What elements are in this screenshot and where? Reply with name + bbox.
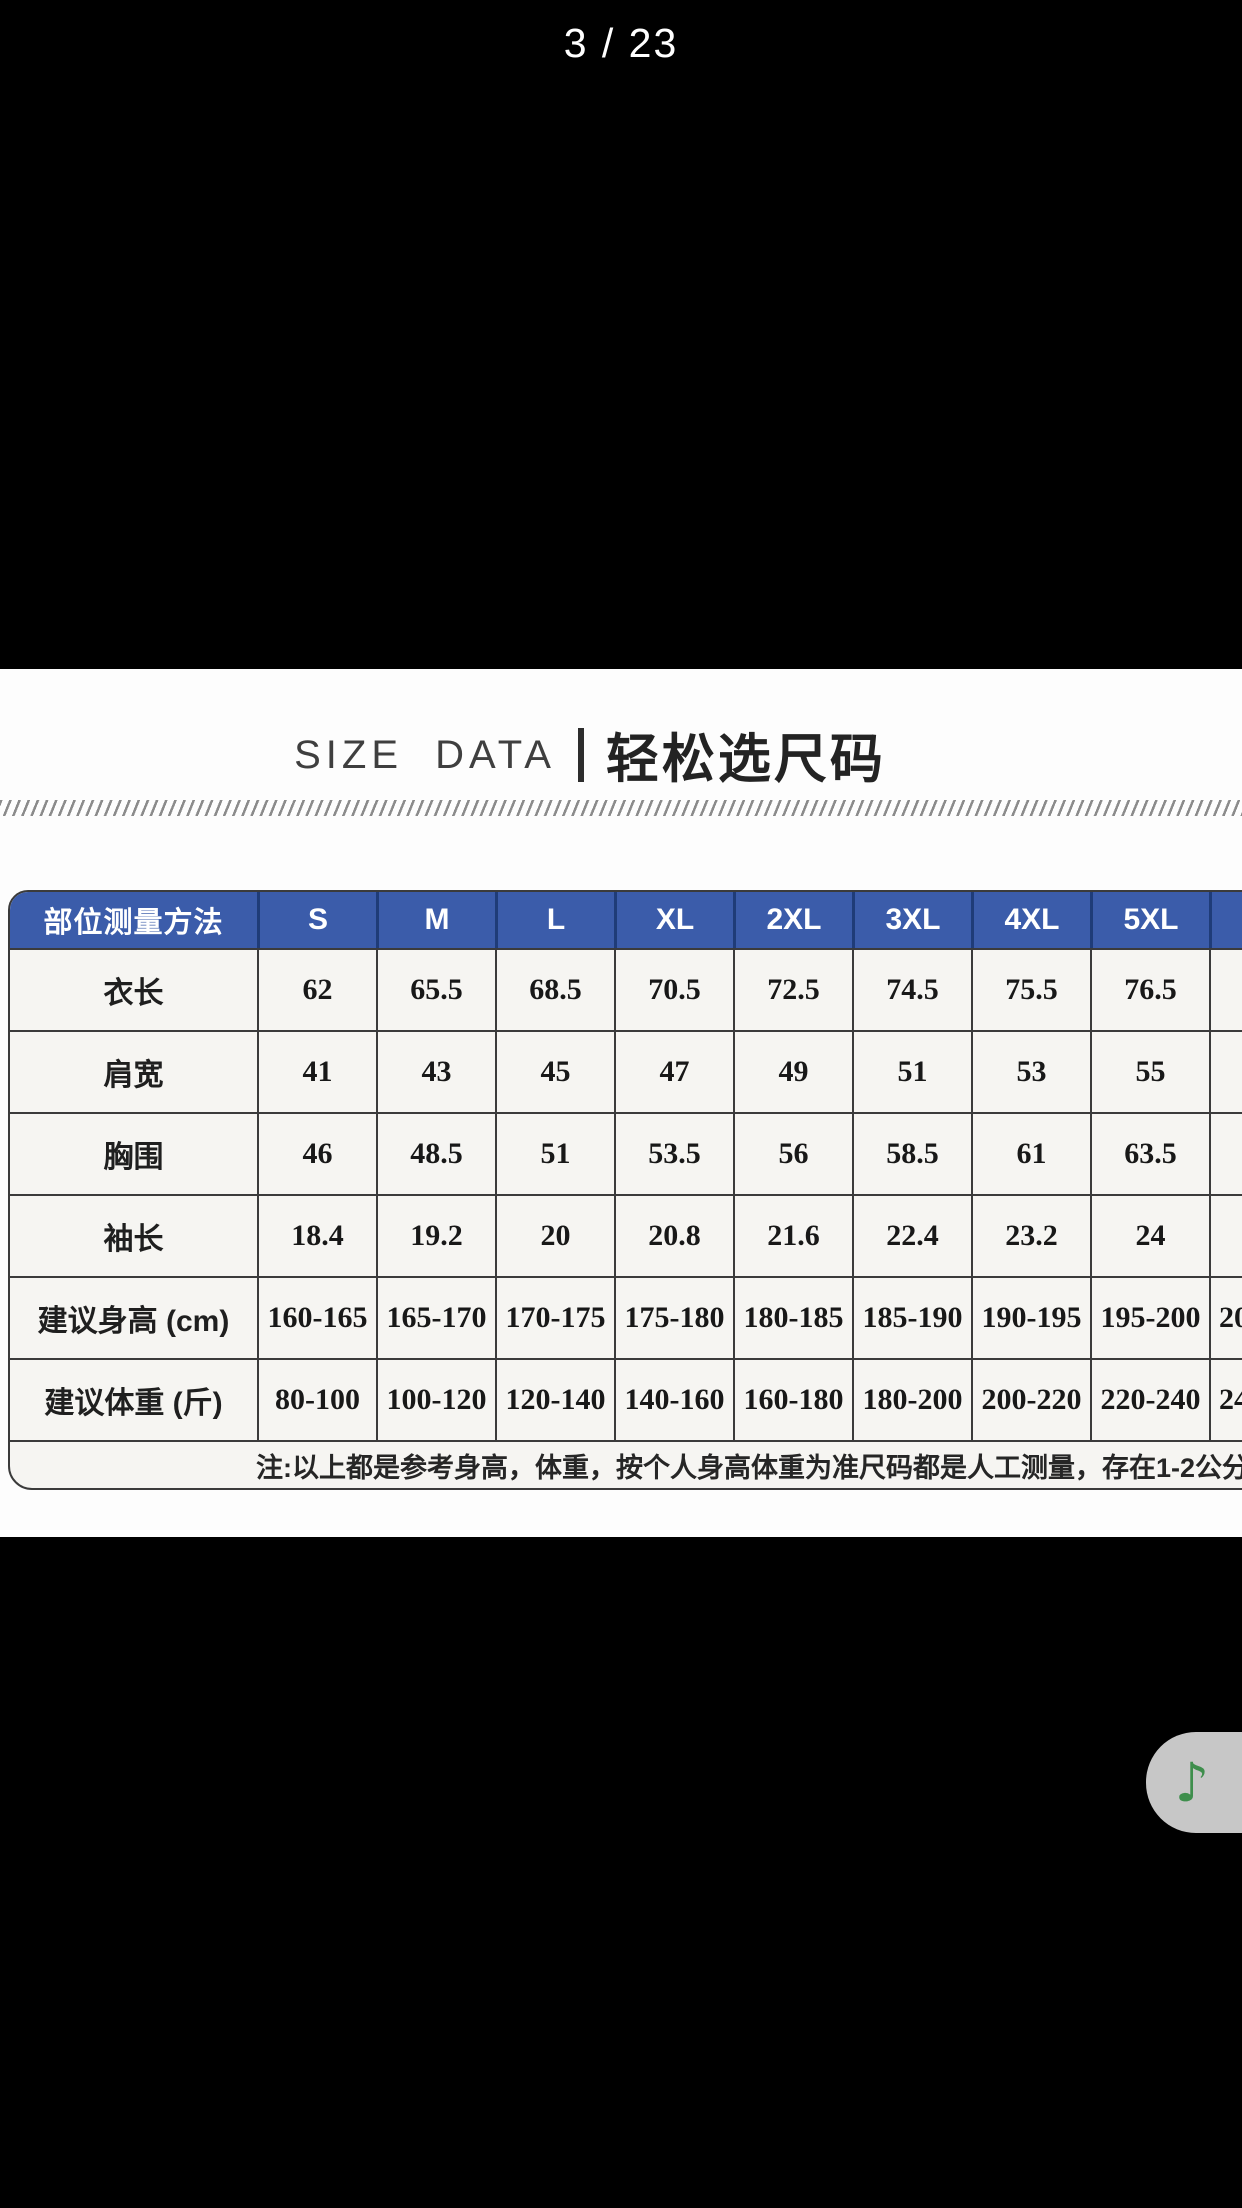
cell: 20.8: [614, 1196, 733, 1276]
cell: 140-160: [614, 1360, 733, 1440]
header-cell: XL: [614, 892, 733, 948]
music-note-icon: ♪: [1174, 1750, 1210, 1814]
cell: 53: [971, 1032, 1090, 1112]
cell: 175-180: [614, 1278, 733, 1358]
row-label: 建议身高 (cm): [37, 1305, 230, 1338]
hatch-divider: [0, 800, 1242, 816]
cell: 68.5: [495, 950, 614, 1030]
header-cell: L: [495, 892, 614, 948]
header-cell: 部位测量方法: [43, 907, 224, 939]
table-row: 建议体重 (斤) 80-100 100-120 120-140 140-160 …: [10, 1358, 1242, 1440]
header-cell: 5XL: [1090, 892, 1209, 948]
size-chart-image: SIZE DATA 轻松选尺码 部位测量方法 S M L XL 2XL 3XL …: [0, 669, 1242, 1537]
cell: 170-175: [495, 1278, 614, 1358]
cell: 70.5: [614, 950, 733, 1030]
cell: 76.5: [1090, 950, 1209, 1030]
cell: 43: [376, 1032, 495, 1112]
row-label: 建议体重 (斤): [44, 1387, 223, 1420]
cell: 190-195: [971, 1278, 1090, 1358]
table-row: 肩宽 41 43 45 47 49 51 53 55: [10, 1030, 1242, 1112]
cell: 160-165: [257, 1278, 376, 1358]
cell-cutoff: [1209, 1032, 1242, 1112]
table-row: 建议身高 (cm) 160-165 165-170 170-175 175-18…: [10, 1276, 1242, 1358]
title-zh: 轻松选尺码: [605, 730, 886, 789]
cell: 53.5: [614, 1114, 733, 1194]
header-cell: M: [376, 892, 495, 948]
cell: 48.5: [376, 1114, 495, 1194]
cell-cutoff: [1209, 1196, 1242, 1276]
cell-cutoff: 20: [1209, 1278, 1242, 1358]
row-label: 胸围: [103, 1141, 164, 1174]
table-row: 胸围 46 48.5 51 53.5 56 58.5 61 63.5: [10, 1112, 1242, 1194]
cell-cutoff: [1209, 1114, 1242, 1194]
cell: 46: [257, 1114, 376, 1194]
cell: 75.5: [971, 950, 1090, 1030]
cell: 24: [1090, 1196, 1209, 1276]
cell: 63.5: [1090, 1114, 1209, 1194]
cell: 23.2: [971, 1196, 1090, 1276]
cell: 47: [614, 1032, 733, 1112]
cell: 19.2: [376, 1196, 495, 1276]
row-label: 袖长: [103, 1223, 164, 1256]
cell: 165-170: [376, 1278, 495, 1358]
size-section-title: SIZE DATA 轻松选尺码: [0, 717, 1180, 793]
cell-cutoff: 24: [1209, 1360, 1242, 1440]
table-footnote: 注:以上都是参考身高，体重，按个人身高体重为准尺码都是人工测量，存在1-2公分的…: [10, 1440, 1242, 1488]
cell: 62: [257, 950, 376, 1030]
cell: 185-190: [852, 1278, 971, 1358]
table-row: 衣长 62 65.5 68.5 70.5 72.5 74.5 75.5 76.5: [10, 948, 1242, 1030]
cell: 55: [1090, 1032, 1209, 1112]
cell: 21.6: [733, 1196, 852, 1276]
cell: 74.5: [852, 950, 971, 1030]
music-button[interactable]: ♪: [1146, 1732, 1242, 1833]
cell: 61: [971, 1114, 1090, 1194]
cell: 195-200: [1090, 1278, 1209, 1358]
cell: 49: [733, 1032, 852, 1112]
title-en: SIZE DATA: [294, 732, 556, 777]
row-label: 肩宽: [103, 1059, 164, 1092]
cell: 56: [733, 1114, 852, 1194]
cell: 58.5: [852, 1114, 971, 1194]
header-cell: S: [257, 892, 376, 948]
cell: 22.4: [852, 1196, 971, 1276]
row-label: 衣长: [103, 977, 164, 1010]
size-table-viewport: 部位测量方法 S M L XL 2XL 3XL 4XL 5XL 衣长 62 65…: [8, 890, 1242, 1494]
page-counter: 3 / 23: [563, 20, 679, 66]
size-table: 部位测量方法 S M L XL 2XL 3XL 4XL 5XL 衣长 62 65…: [8, 890, 1242, 1490]
cell: 45: [495, 1032, 614, 1112]
cell: 160-180: [733, 1360, 852, 1440]
title-separator-bar: [577, 728, 584, 782]
cell: 18.4: [257, 1196, 376, 1276]
cell-cutoff: [1209, 950, 1242, 1030]
cell: 180-200: [852, 1360, 971, 1440]
cell: 20: [495, 1196, 614, 1276]
cell: 180-185: [733, 1278, 852, 1358]
cell: 100-120: [376, 1360, 495, 1440]
header-cell-cutoff: [1209, 892, 1242, 948]
cell: 220-240: [1090, 1360, 1209, 1440]
cell: 41: [257, 1032, 376, 1112]
cell: 51: [495, 1114, 614, 1194]
cell: 51: [852, 1032, 971, 1112]
header-cell: 2XL: [733, 892, 852, 948]
cell: 72.5: [733, 950, 852, 1030]
cell: 120-140: [495, 1360, 614, 1440]
cell: 65.5: [376, 950, 495, 1030]
cell: 200-220: [971, 1360, 1090, 1440]
cell: 80-100: [257, 1360, 376, 1440]
table-row: 袖长 18.4 19.2 20 20.8 21.6 22.4 23.2 24: [10, 1194, 1242, 1276]
header-cell: 4XL: [971, 892, 1090, 948]
header-cell: 3XL: [852, 892, 971, 948]
table-header-row: 部位测量方法 S M L XL 2XL 3XL 4XL 5XL: [10, 892, 1242, 948]
